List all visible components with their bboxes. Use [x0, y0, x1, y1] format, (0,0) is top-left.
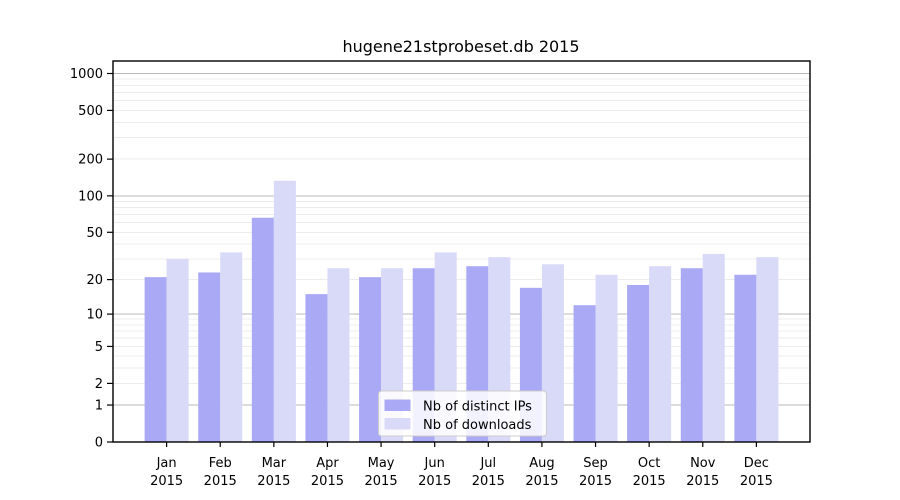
bar-downloads-feb	[220, 252, 243, 442]
x-tick-label-year: 2015	[579, 474, 612, 489]
legend: Nb of distinct IPs Nb of downloads	[378, 390, 547, 437]
x-tick-label-month: Dec	[744, 456, 769, 471]
y-tick-label: 500	[78, 104, 103, 119]
bar-downloads-apr	[327, 268, 350, 442]
x-tick-label-year: 2015	[740, 474, 773, 489]
x-tick-label-month: Feb	[209, 456, 232, 471]
x-tick-label-year: 2015	[686, 474, 719, 489]
y-tick-label: 10	[86, 308, 103, 323]
bar-downloads-sep	[595, 274, 618, 442]
bar-distinct-ips-jan	[144, 277, 167, 442]
y-tick-label: 2	[95, 377, 103, 392]
bar-downloads-jan	[166, 258, 189, 442]
y-tick-label: 1000	[70, 67, 103, 82]
legend-label-distinct-ips: Nb of distinct IPs	[423, 400, 532, 415]
bar-downloads-aug	[541, 264, 564, 442]
legend-swatch-downloads	[384, 418, 411, 430]
legend-label-downloads: Nb of downloads	[423, 418, 532, 433]
bar-distinct-ips-mar	[251, 217, 274, 442]
legend-swatch-distinct-ips	[384, 399, 411, 411]
x-tick-label-month: Nov	[690, 456, 716, 471]
x-tick-label-month: Oct	[638, 456, 660, 471]
x-tick-label-month: Jul	[479, 456, 496, 471]
bar-distinct-ips-apr	[305, 294, 328, 442]
bars	[144, 180, 779, 442]
y-tick-label: 100	[78, 189, 103, 204]
x-axis: Jan 2015 Feb 2015 Mar 2015 Apr 2015 May 2015 Jun 20…	[150, 442, 773, 489]
y-tick-label: 20	[86, 273, 103, 288]
x-tick-label-month: Apr	[316, 456, 339, 471]
x-tick-label-month: Jan	[156, 456, 177, 471]
x-tick-label-year: 2015	[418, 474, 451, 489]
bar-distinct-ips-may	[359, 277, 382, 442]
x-tick-label-month: Sep	[583, 456, 608, 471]
bar-distinct-ips-nov	[680, 268, 703, 442]
x-tick-label-month: Aug	[529, 456, 554, 471]
y-tick-label: 0	[95, 436, 103, 451]
bar-distinct-ips-sep	[573, 305, 596, 442]
x-tick-label-year: 2015	[472, 474, 505, 489]
x-tick-label-year: 2015	[633, 474, 666, 489]
x-tick-label-month: May	[368, 456, 395, 471]
x-tick-label-year: 2015	[525, 474, 558, 489]
y-axis: 0 1 2 5 10 20 50 100 200 500 1000	[70, 67, 113, 451]
y-tick-label: 200	[78, 153, 103, 168]
y-tick-label: 1	[95, 399, 103, 414]
bar-distinct-ips-dec	[734, 274, 757, 442]
x-tick-label-year: 2015	[311, 474, 344, 489]
bar-downloads-oct	[649, 266, 672, 442]
bar-distinct-ips-feb	[198, 272, 221, 442]
x-tick-label-month: Jun	[424, 456, 445, 471]
x-tick-label-year: 2015	[150, 474, 183, 489]
x-tick-label-year: 2015	[204, 474, 237, 489]
plot-border	[112, 60, 811, 443]
y-tick-label: 5	[95, 340, 103, 355]
bar-downloads-dec	[756, 257, 779, 442]
bar-downloads-mar	[273, 180, 296, 442]
legend-box	[378, 390, 547, 437]
bar-downloads-nov	[702, 253, 725, 442]
x-tick-label-year: 2015	[365, 474, 398, 489]
chart-title: hugene21stprobeset.db 2015	[342, 37, 579, 56]
bar-distinct-ips-oct	[627, 284, 650, 442]
y-tick-label: 50	[86, 226, 103, 241]
x-tick-label-year: 2015	[257, 474, 290, 489]
x-tick-label-month: Mar	[262, 456, 287, 471]
